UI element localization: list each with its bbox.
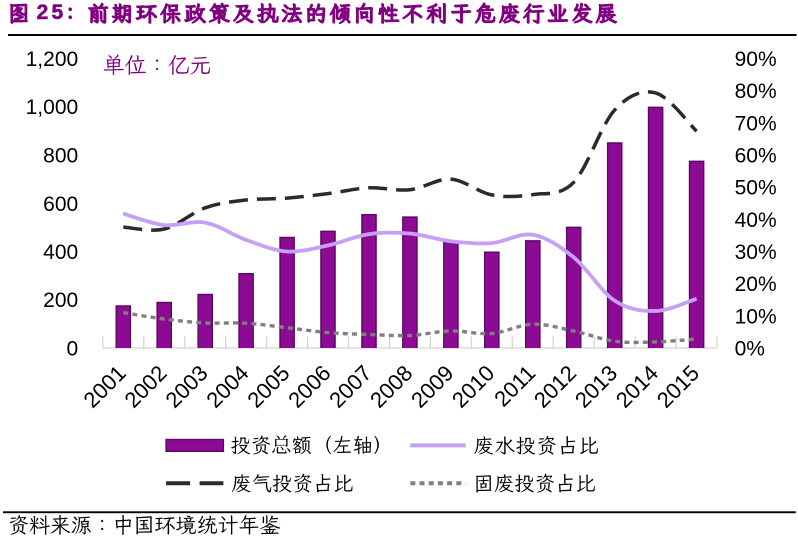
svg-text:30%: 30% [735,241,777,264]
svg-text:2: 2 [37,1,49,24]
svg-text:70%: 70% [735,112,777,135]
svg-text:5: 5 [52,1,64,24]
svg-text:1,200: 1,200 [26,48,79,71]
svg-text:50%: 50% [735,177,777,200]
svg-text:0%: 0% [735,338,765,361]
svg-text:400: 400 [43,241,78,264]
svg-text:80%: 80% [735,80,777,103]
svg-text:200: 200 [43,289,78,312]
svg-text:0: 0 [67,338,79,361]
svg-text:60%: 60% [735,145,777,168]
svg-text:1,000: 1,000 [26,96,79,119]
svg-text:40%: 40% [735,209,777,232]
svg-text:90%: 90% [735,48,777,71]
svg-text:20%: 20% [735,273,777,296]
svg-text:600: 600 [43,193,78,216]
svg-text:10%: 10% [735,305,777,328]
svg-text:800: 800 [43,145,78,168]
